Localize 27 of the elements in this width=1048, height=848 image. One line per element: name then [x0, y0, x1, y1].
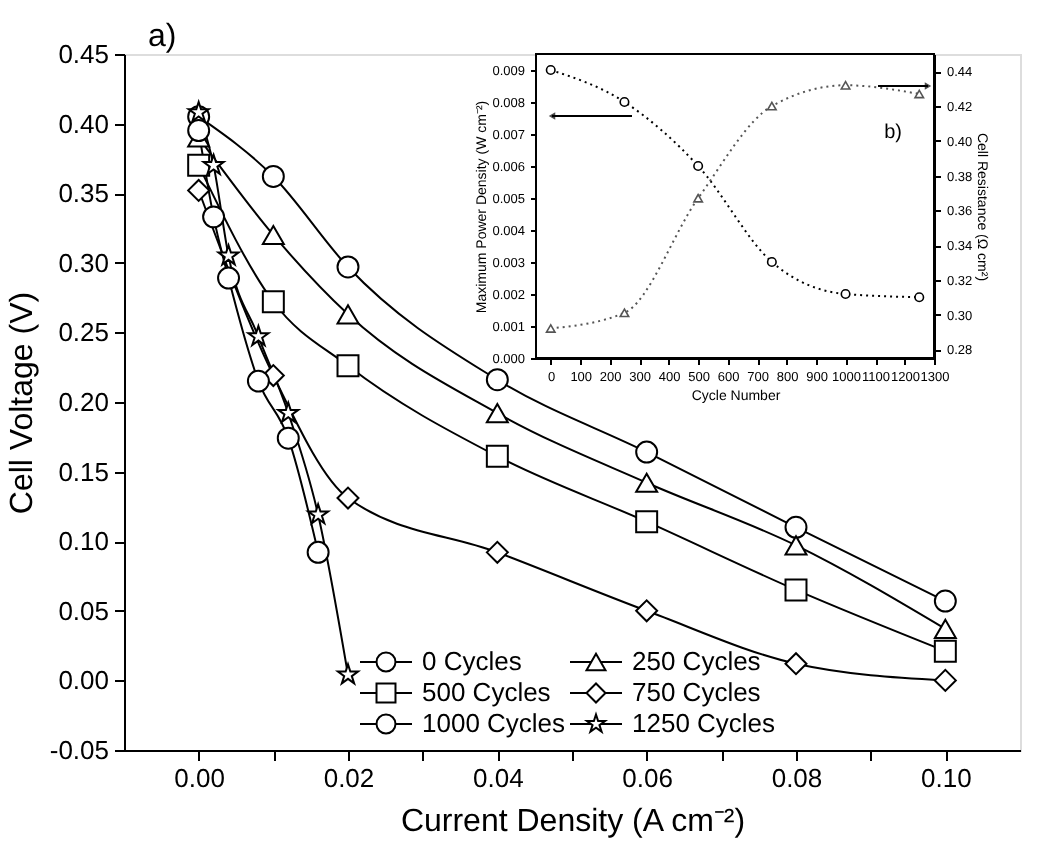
- x-tick-label: 0.04: [473, 763, 524, 793]
- y-axis-title: Cell Voltage (V): [5, 291, 40, 515]
- y-tick-label: 0.45: [58, 39, 109, 69]
- legend-label: 1250 Cycles: [632, 708, 777, 738]
- x-tick-label: 0.08: [771, 763, 823, 793]
- text: b): [884, 122, 902, 144]
- legend-label: 750 Cycles: [632, 677, 762, 707]
- y-tick-label: 0.05: [58, 595, 109, 626]
- y-tick-label: 0.40: [58, 108, 109, 139]
- y-tick-label: 0.35: [58, 178, 109, 209]
- chart-title: a): [148, 20, 177, 54]
- y-tick-label: -0.05: [49, 735, 109, 765]
- y-tick-label: 0.30: [58, 247, 109, 278]
- y-tick-label: 0.25: [58, 317, 109, 348]
- legend-label: 0 Cycles: [422, 646, 523, 676]
- x-axis-title: Current Density (A cm⁻²): [400, 805, 746, 839]
- x-tick-label: 0.00: [174, 763, 225, 793]
- x-tick-label: 0.10: [921, 763, 972, 793]
- y-tick-label: 0.15: [58, 456, 109, 487]
- legend-label: 250 Cycles: [632, 646, 762, 676]
- x-tick-label: 0.02: [323, 763, 375, 793]
- x-tick-label: 0.06: [622, 763, 673, 793]
- y-tick-label: 0.00: [58, 665, 109, 696]
- legend-label: 1000 Cycles: [422, 708, 567, 738]
- legend-label: 500 Cycles: [422, 677, 552, 707]
- y-tick-label: 0.20: [58, 387, 109, 417]
- y-tick-label: 0.10: [58, 526, 109, 557]
